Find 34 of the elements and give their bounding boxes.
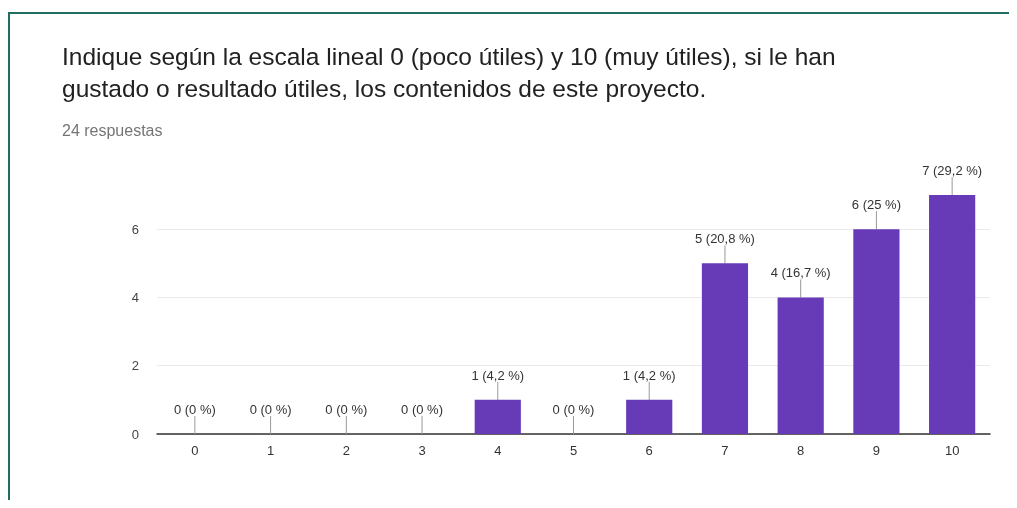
bar (853, 229, 900, 434)
y-tick-label: 2 (131, 358, 139, 374)
data-label: 1 (4,2 %) (622, 367, 676, 383)
chart-title: Indique según la escala lineal 0 (poco útiles) y 10 (muy útiles), si le han gustado o resultado útiles, los contenidos de este proyecto. (62, 42, 843, 102)
x-tick-label: 5 (569, 443, 578, 458)
data-label: 0 (0 %) (401, 402, 443, 417)
x-tick-label: 2 (342, 443, 350, 458)
x-tick-label: 1 (266, 443, 275, 458)
data-label: 0 (0 %) (552, 402, 595, 417)
bar (929, 195, 976, 434)
x-tick-label: 0 (191, 443, 199, 458)
x-tick-label: 6 (645, 443, 653, 458)
bar (777, 297, 824, 434)
data-label: 0 (0 %) (249, 402, 292, 417)
data-label: 0 (0 %) (325, 402, 368, 417)
x-tick-label: 10 (944, 443, 960, 458)
x-tick-label: 3 (418, 443, 426, 458)
y-tick-label: 6 (131, 221, 139, 237)
data-label: 1 (4,2 %) (471, 367, 525, 383)
y-tick-label: 0 (131, 426, 139, 442)
data-label: 0 (0 %) (173, 402, 216, 417)
chart-subtitle: 24 respuestas (62, 121, 163, 139)
x-tick-label: 4 (494, 443, 502, 458)
data-label: 4 (16,7 %) (770, 265, 831, 281)
x-tick-label: 9 (872, 443, 881, 458)
data-label: 6 (25 %) (851, 197, 901, 213)
x-tick-label: 7 (721, 443, 729, 458)
x-tick-label: 8 (797, 443, 805, 458)
bar (701, 263, 749, 434)
bar (626, 399, 673, 434)
data-label: 7 (29,2 %) (922, 163, 983, 178)
data-label: 5 (20,8 %) (694, 231, 755, 247)
y-tick-label: 4 (131, 289, 139, 305)
bar (474, 399, 521, 434)
